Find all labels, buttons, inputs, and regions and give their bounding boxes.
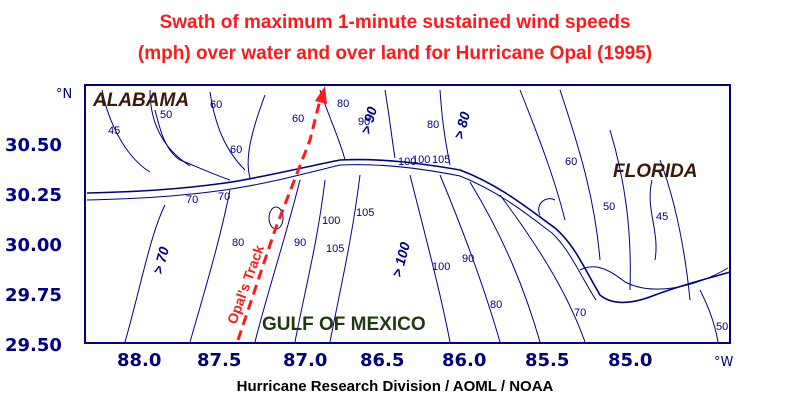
contour-label: 60: [230, 144, 242, 156]
contour-80-west: [189, 189, 231, 343]
contour-70-east: [499, 194, 586, 343]
contour-label: 105: [326, 243, 344, 255]
state-label-alabama: ALABAMA: [92, 90, 189, 111]
contour-45-ne: [659, 159, 691, 301]
contour-label: 80: [490, 299, 502, 311]
contour-50-ne: [609, 129, 631, 291]
contour-90-north: [384, 89, 396, 159]
river: [649, 179, 657, 261]
contour-label: 100: [398, 156, 416, 168]
lat-tick-label: 30.00: [5, 235, 62, 256]
lon-tick-label: 88.0: [117, 350, 161, 371]
coastline-barrier: [86, 164, 597, 301]
contour-label: 100: [412, 154, 430, 166]
region-label-80-ne: > 80: [450, 110, 473, 141]
contour-label: 60: [210, 99, 222, 111]
mobile-bay-shore: [154, 109, 231, 181]
contour-80-east: [469, 181, 541, 343]
contour-50-se: [699, 289, 719, 343]
contour-label: 100: [322, 215, 340, 227]
contour-label: 90: [358, 116, 370, 128]
contour-label: 90: [294, 237, 306, 249]
contour-label: 50: [160, 109, 172, 121]
contour-90-west: [254, 179, 301, 343]
lon-unit-label: °W: [714, 355, 734, 370]
lon-tick-label: 87.0: [283, 350, 327, 371]
contour-70: [124, 204, 166, 343]
hurricane-track: [236, 91, 324, 341]
contour-100-east: [409, 174, 451, 343]
coastline: [86, 158, 731, 304]
credit-line: Hurricane Research Division / AOML / NOA…: [236, 378, 554, 395]
bay-shore: [538, 198, 556, 216]
contour-label: 105: [356, 207, 374, 219]
map-frame: [84, 84, 731, 344]
apalachicola-shore: [579, 266, 729, 290]
contour-label: 70: [218, 191, 230, 203]
contour-100-west: [294, 179, 326, 343]
track-label: Opal's Track: [224, 243, 267, 326]
contour-105-west: [329, 174, 361, 343]
lat-tick-label: 30.25: [5, 185, 62, 206]
contour-label: 45: [108, 125, 120, 137]
contour-label: 70: [574, 307, 586, 319]
lat-tick-label: 29.75: [5, 285, 62, 306]
region-label-70: > 70: [149, 245, 172, 276]
contour-label: 80: [337, 98, 349, 110]
contour-label: 80: [232, 237, 244, 249]
contour-45: [101, 89, 151, 173]
contour-70-ne: [519, 89, 566, 221]
contour-50: [149, 89, 191, 167]
contour-label: 105: [432, 154, 450, 166]
contour-60b: [247, 94, 266, 179]
lon-tick-label: 87.5: [197, 350, 241, 371]
contour-label: 100: [432, 261, 450, 273]
contour-90-east: [439, 174, 501, 343]
lon-tick-label: 85.5: [525, 350, 569, 371]
contour-label: 60: [565, 156, 577, 168]
map-title-line-2: (mph) over water and over land for Hurri…: [137, 43, 653, 64]
contour-80-ne: [439, 89, 451, 166]
contour-label: 45: [656, 211, 668, 223]
state-label-florida: FLORIDA: [613, 161, 697, 182]
contour-60: [209, 91, 246, 171]
region-label-90: > 90: [357, 105, 380, 136]
wind-contours: [101, 89, 719, 343]
lat-unit-label: °N: [56, 87, 72, 102]
lat-tick-label: 30.50: [5, 135, 62, 156]
lon-tick-label: 86.5: [360, 350, 404, 371]
track-arrow-icon: [315, 86, 327, 104]
lat-tick-label: 29.50: [5, 335, 62, 356]
gulf-label: GULF OF MEXICO: [262, 314, 426, 335]
lon-tick-label: 86.0: [442, 350, 486, 371]
contour-label: 60: [292, 113, 304, 125]
map-title-line-1: Swath of maximum 1-minute sustained wind…: [159, 12, 631, 33]
contour-label: 80: [427, 119, 439, 131]
contour-label: 90: [462, 253, 474, 265]
contour-label: 50: [603, 201, 615, 213]
region-label-100: > 100: [388, 240, 413, 279]
contour-label: 70: [186, 194, 198, 206]
contour-label: 50: [716, 321, 728, 333]
contour-60-ne: [559, 89, 601, 261]
lon-tick-label: 85.0: [608, 350, 652, 371]
